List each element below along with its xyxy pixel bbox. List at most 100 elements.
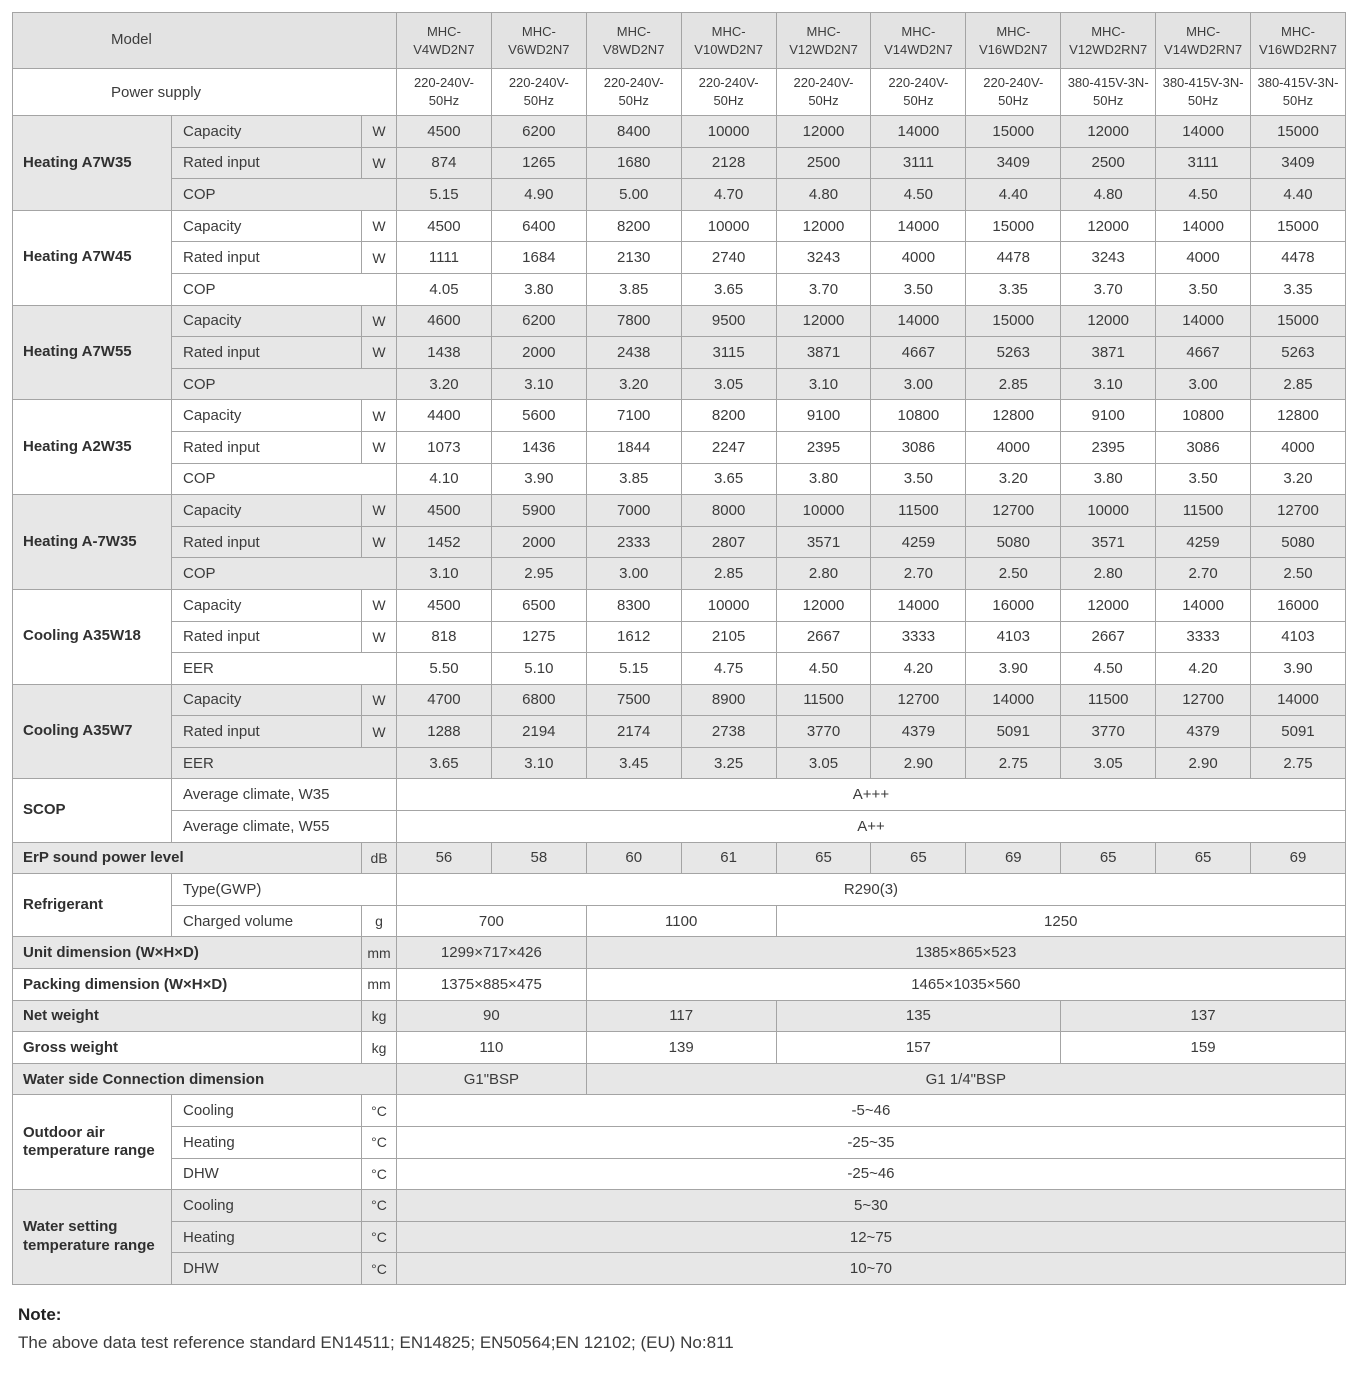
spec-value-cell: 3409 [965,146,1062,180]
spec-value-cell: 8400 [585,115,682,148]
spec-value-cell: 16000 [965,588,1062,622]
spec-row-label: Capacity [171,115,362,148]
spec-value-cell: 5.00 [585,178,682,211]
spec-row-label: COP [171,178,397,211]
spec-value-cell: 9100 [775,399,872,432]
spec-value-cell: 3.00 [870,367,967,401]
spec-value-cell: 3871 [775,336,872,369]
spec-row-label: Unit dimension (W×H×D) [12,936,362,970]
note-block: Note: The above data test reference stan… [12,1305,1345,1353]
model-header-cell: MHC-V10WD2N7 [680,12,777,69]
spec-value-cell: 1684 [490,241,587,274]
spec-value-cell: 3.80 [1060,462,1157,496]
spec-value-cell: 4.20 [870,652,967,685]
unit-cell: °C [361,1189,397,1222]
unit-cell: g [361,904,397,938]
spec-value-cell: 3571 [775,525,872,559]
spec-value-cell: 12700 [1250,494,1346,527]
spec-value-cell: 1250 [775,904,1346,938]
spec-value-cell: 2740 [680,241,777,274]
spec-value-cell: 2.50 [1250,557,1346,590]
unit-cell: °C [361,1126,397,1159]
spec-value-cell: 3.35 [965,272,1062,306]
spec-value-cell: 4.80 [775,178,872,211]
spec-value-cell: 14000 [1155,209,1252,243]
section-label: Heating A7W55 [12,304,172,401]
model-header-cell: MHC-V16WD2N7 [965,12,1062,69]
model-header-cell: MHC-V12WD2RN7 [1060,12,1157,69]
spec-value-cell: 11500 [870,494,967,527]
spec-value-cell: 3.65 [680,272,777,306]
spec-value-cell: 3.50 [870,272,967,306]
spec-row-label: Water side Connection dimension [12,1062,397,1096]
spec-row-label: Capacity [171,588,362,622]
spec-value-cell: 3409 [1250,146,1346,180]
spec-value-cell: 6400 [490,209,587,243]
spec-value-cell: 2.70 [870,557,967,590]
spec-value-cell: 2395 [1060,430,1157,464]
spec-value-cell: 14000 [1155,115,1252,148]
spec-value-cell: 14000 [965,683,1062,717]
spec-value-cell: 4700 [396,683,492,717]
spec-value-cell: 4.50 [1060,652,1157,685]
spec-row-label: ErP sound power level [12,841,362,875]
spec-value-cell: 4.05 [396,272,492,306]
spec-value-cell: 3243 [1060,241,1157,274]
spec-value-cell: 12700 [965,494,1062,527]
spec-value-cell: 3571 [1060,525,1157,559]
spec-value-cell: 4478 [965,241,1062,274]
spec-value-cell: 15000 [965,304,1062,338]
spec-value-cell: 8200 [585,209,682,243]
spec-value-cell: 1436 [490,430,587,464]
section-label: Outdoor air temperature range [12,1094,172,1191]
spec-value-cell: 1375×885×475 [396,968,587,1001]
spec-value-cell: 5091 [1250,715,1346,748]
spec-value-cell: 12~75 [396,1220,1346,1254]
power-supply-cell: 380-415V-3N-50Hz [1250,68,1346,116]
spec-value-cell: A+++ [396,778,1346,812]
spec-row-label: Rated input [171,146,362,180]
spec-value-cell: 3243 [775,241,872,274]
spec-value-cell: 3.80 [490,272,587,306]
spec-row-label: Heating [171,1126,362,1159]
spec-value-cell: 3.35 [1250,272,1346,306]
spec-value-cell: 4.50 [1155,178,1252,211]
spec-value-cell: 65 [1155,841,1252,875]
spec-row-label: COP [171,462,397,496]
spec-value-cell: 4000 [1155,241,1252,274]
spec-row-label: Gross weight [12,1031,362,1064]
power-supply-cell: 380-415V-3N-50Hz [1155,68,1252,116]
spec-value-cell: 1111 [396,241,492,274]
spec-value-cell: 3.20 [965,462,1062,496]
spec-value-cell: 3.90 [1250,652,1346,685]
spec-value-cell: 2807 [680,525,777,559]
spec-value-cell: 3770 [775,715,872,748]
spec-value-cell: 2247 [680,430,777,464]
spec-value-cell: 5.15 [585,652,682,685]
power-supply-cell: 220-240V-50Hz [585,68,682,116]
spec-value-cell: 10800 [1155,399,1252,432]
spec-value-cell: 3086 [1155,430,1252,464]
unit-cell: W [361,146,397,180]
spec-value-cell: 3.25 [680,746,777,780]
spec-value-cell: 12000 [1060,209,1157,243]
spec-value-cell: 4259 [1155,525,1252,559]
spec-value-cell: 8300 [585,588,682,622]
spec-value-cell: 3.50 [870,462,967,496]
spec-value-cell: -25~46 [396,1157,1346,1191]
spec-row-label: Type(GWP) [171,873,397,906]
unit-cell: kg [361,999,397,1033]
spec-value-cell: 1452 [396,525,492,559]
unit-cell: W [361,399,397,432]
model-header-cell: MHC-V4WD2N7 [396,12,492,69]
spec-value-cell: G1"BSP [396,1062,587,1096]
spec-row-label: Cooling [171,1094,362,1127]
spec-value-cell: 4500 [396,209,492,243]
spec-value-cell: 2174 [585,715,682,748]
spec-value-cell: 3.20 [585,367,682,401]
spec-value-cell: 4400 [396,399,492,432]
unit-cell: W [361,588,397,622]
spec-row-label: Heating [171,1220,362,1254]
spec-value-cell: 3.00 [1155,367,1252,401]
spec-value-cell: 1073 [396,430,492,464]
